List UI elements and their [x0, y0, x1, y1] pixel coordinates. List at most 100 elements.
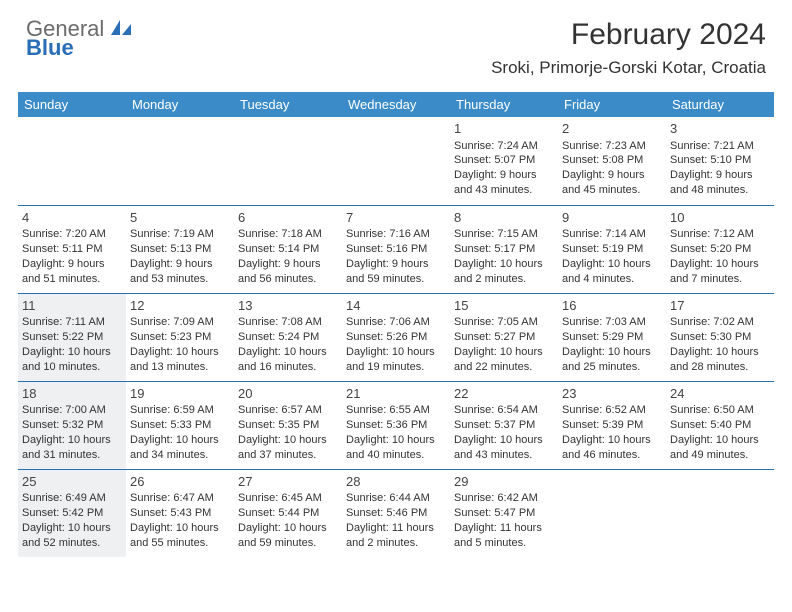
- dl1-text: Daylight: 10 hours: [22, 521, 122, 536]
- sunrise-text: Sunrise: 7:09 AM: [130, 315, 230, 330]
- sunrise-text: Sunrise: 7:05 AM: [454, 315, 554, 330]
- location-text: Sroki, Primorje-Gorski Kotar, Croatia: [491, 58, 766, 78]
- sunrise-text: Sunrise: 7:21 AM: [670, 139, 770, 154]
- sunrise-text: Sunrise: 6:50 AM: [670, 403, 770, 418]
- day-number: 18: [22, 385, 122, 403]
- day-number: 1: [454, 120, 554, 138]
- day-header: Thursday: [450, 92, 558, 117]
- calendar-week-row: 11Sunrise: 7:11 AMSunset: 5:22 PMDayligh…: [18, 293, 774, 381]
- calendar-day-cell: 2Sunrise: 7:23 AMSunset: 5:08 PMDaylight…: [558, 117, 666, 205]
- dl2-text: and 40 minutes.: [346, 448, 446, 463]
- calendar-day-cell: 18Sunrise: 7:00 AMSunset: 5:32 PMDayligh…: [18, 381, 126, 469]
- dl2-text: and 53 minutes.: [130, 272, 230, 287]
- sunset-text: Sunset: 5:14 PM: [238, 242, 338, 257]
- sunrise-text: Sunrise: 6:49 AM: [22, 491, 122, 506]
- sunset-text: Sunset: 5:13 PM: [130, 242, 230, 257]
- calendar-day-cell: 6Sunrise: 7:18 AMSunset: 5:14 PMDaylight…: [234, 205, 342, 293]
- calendar-day-cell: 21Sunrise: 6:55 AMSunset: 5:36 PMDayligh…: [342, 381, 450, 469]
- sunrise-text: Sunrise: 7:11 AM: [22, 315, 122, 330]
- day-number: 12: [130, 297, 230, 315]
- sunset-text: Sunset: 5:08 PM: [562, 153, 662, 168]
- calendar-day-cell: [342, 117, 450, 205]
- page-header: General Blue February 2024 Sroki, Primor…: [0, 0, 792, 86]
- dl1-text: Daylight: 10 hours: [238, 521, 338, 536]
- sunrise-text: Sunrise: 6:55 AM: [346, 403, 446, 418]
- day-number: 6: [238, 209, 338, 227]
- calendar-day-cell: [126, 117, 234, 205]
- calendar-day-cell: 3Sunrise: 7:21 AMSunset: 5:10 PMDaylight…: [666, 117, 774, 205]
- sunset-text: Sunset: 5:19 PM: [562, 242, 662, 257]
- day-header: Monday: [126, 92, 234, 117]
- day-number: 7: [346, 209, 446, 227]
- calendar-week-row: 4Sunrise: 7:20 AMSunset: 5:11 PMDaylight…: [18, 205, 774, 293]
- sunset-text: Sunset: 5:44 PM: [238, 506, 338, 521]
- sunset-text: Sunset: 5:35 PM: [238, 418, 338, 433]
- calendar-day-cell: 8Sunrise: 7:15 AMSunset: 5:17 PMDaylight…: [450, 205, 558, 293]
- sunrise-text: Sunrise: 6:57 AM: [238, 403, 338, 418]
- dl1-text: Daylight: 10 hours: [130, 433, 230, 448]
- day-header: Wednesday: [342, 92, 450, 117]
- sunset-text: Sunset: 5:37 PM: [454, 418, 554, 433]
- dl2-text: and 55 minutes.: [130, 536, 230, 551]
- dl2-text: and 5 minutes.: [454, 536, 554, 551]
- sunrise-text: Sunrise: 7:23 AM: [562, 139, 662, 154]
- sunset-text: Sunset: 5:17 PM: [454, 242, 554, 257]
- dl1-text: Daylight: 10 hours: [454, 433, 554, 448]
- dl1-text: Daylight: 11 hours: [346, 521, 446, 536]
- sunrise-text: Sunrise: 6:47 AM: [130, 491, 230, 506]
- dl2-text: and 7 minutes.: [670, 272, 770, 287]
- sunset-text: Sunset: 5:10 PM: [670, 153, 770, 168]
- sunset-text: Sunset: 5:29 PM: [562, 330, 662, 345]
- dl1-text: Daylight: 10 hours: [346, 345, 446, 360]
- dl1-text: Daylight: 10 hours: [130, 345, 230, 360]
- dl2-text: and 48 minutes.: [670, 183, 770, 198]
- dl1-text: Daylight: 10 hours: [562, 433, 662, 448]
- dl2-text: and 46 minutes.: [562, 448, 662, 463]
- day-number: 4: [22, 209, 122, 227]
- calendar-day-cell: 19Sunrise: 6:59 AMSunset: 5:33 PMDayligh…: [126, 381, 234, 469]
- calendar-table: Sunday Monday Tuesday Wednesday Thursday…: [18, 92, 774, 557]
- sunrise-text: Sunrise: 7:02 AM: [670, 315, 770, 330]
- dl1-text: Daylight: 9 hours: [346, 257, 446, 272]
- sunset-text: Sunset: 5:30 PM: [670, 330, 770, 345]
- sunrise-text: Sunrise: 7:08 AM: [238, 315, 338, 330]
- dl2-text: and 22 minutes.: [454, 360, 554, 375]
- dl2-text: and 13 minutes.: [130, 360, 230, 375]
- dl2-text: and 52 minutes.: [22, 536, 122, 551]
- day-header: Tuesday: [234, 92, 342, 117]
- day-header: Saturday: [666, 92, 774, 117]
- day-number: 14: [346, 297, 446, 315]
- dl1-text: Daylight: 9 hours: [130, 257, 230, 272]
- dl1-text: Daylight: 10 hours: [22, 345, 122, 360]
- calendar-day-cell: 27Sunrise: 6:45 AMSunset: 5:44 PMDayligh…: [234, 469, 342, 557]
- dl2-text: and 34 minutes.: [130, 448, 230, 463]
- sunrise-text: Sunrise: 7:00 AM: [22, 403, 122, 418]
- day-number: 28: [346, 473, 446, 491]
- dl1-text: Daylight: 11 hours: [454, 521, 554, 536]
- sunset-text: Sunset: 5:39 PM: [562, 418, 662, 433]
- day-number: 21: [346, 385, 446, 403]
- calendar-day-cell: 29Sunrise: 6:42 AMSunset: 5:47 PMDayligh…: [450, 469, 558, 557]
- dl1-text: Daylight: 10 hours: [562, 345, 662, 360]
- sunset-text: Sunset: 5:11 PM: [22, 242, 122, 257]
- day-number: 2: [562, 120, 662, 138]
- dl2-text: and 37 minutes.: [238, 448, 338, 463]
- dl2-text: and 51 minutes.: [22, 272, 122, 287]
- sail-icon: [111, 20, 133, 41]
- calendar-day-cell: 22Sunrise: 6:54 AMSunset: 5:37 PMDayligh…: [450, 381, 558, 469]
- sunset-text: Sunset: 5:07 PM: [454, 153, 554, 168]
- calendar-week-row: 25Sunrise: 6:49 AMSunset: 5:42 PMDayligh…: [18, 469, 774, 557]
- dl2-text: and 45 minutes.: [562, 183, 662, 198]
- dl1-text: Daylight: 9 hours: [22, 257, 122, 272]
- calendar-day-cell: [18, 117, 126, 205]
- day-number: 10: [670, 209, 770, 227]
- sunrise-text: Sunrise: 7:14 AM: [562, 227, 662, 242]
- calendar-day-cell: [666, 469, 774, 557]
- calendar-day-cell: 9Sunrise: 7:14 AMSunset: 5:19 PMDaylight…: [558, 205, 666, 293]
- dl1-text: Daylight: 10 hours: [238, 345, 338, 360]
- sunset-text: Sunset: 5:36 PM: [346, 418, 446, 433]
- day-number: 13: [238, 297, 338, 315]
- dl1-text: Daylight: 10 hours: [454, 345, 554, 360]
- calendar-week-row: 18Sunrise: 7:00 AMSunset: 5:32 PMDayligh…: [18, 381, 774, 469]
- sunrise-text: Sunrise: 7:24 AM: [454, 139, 554, 154]
